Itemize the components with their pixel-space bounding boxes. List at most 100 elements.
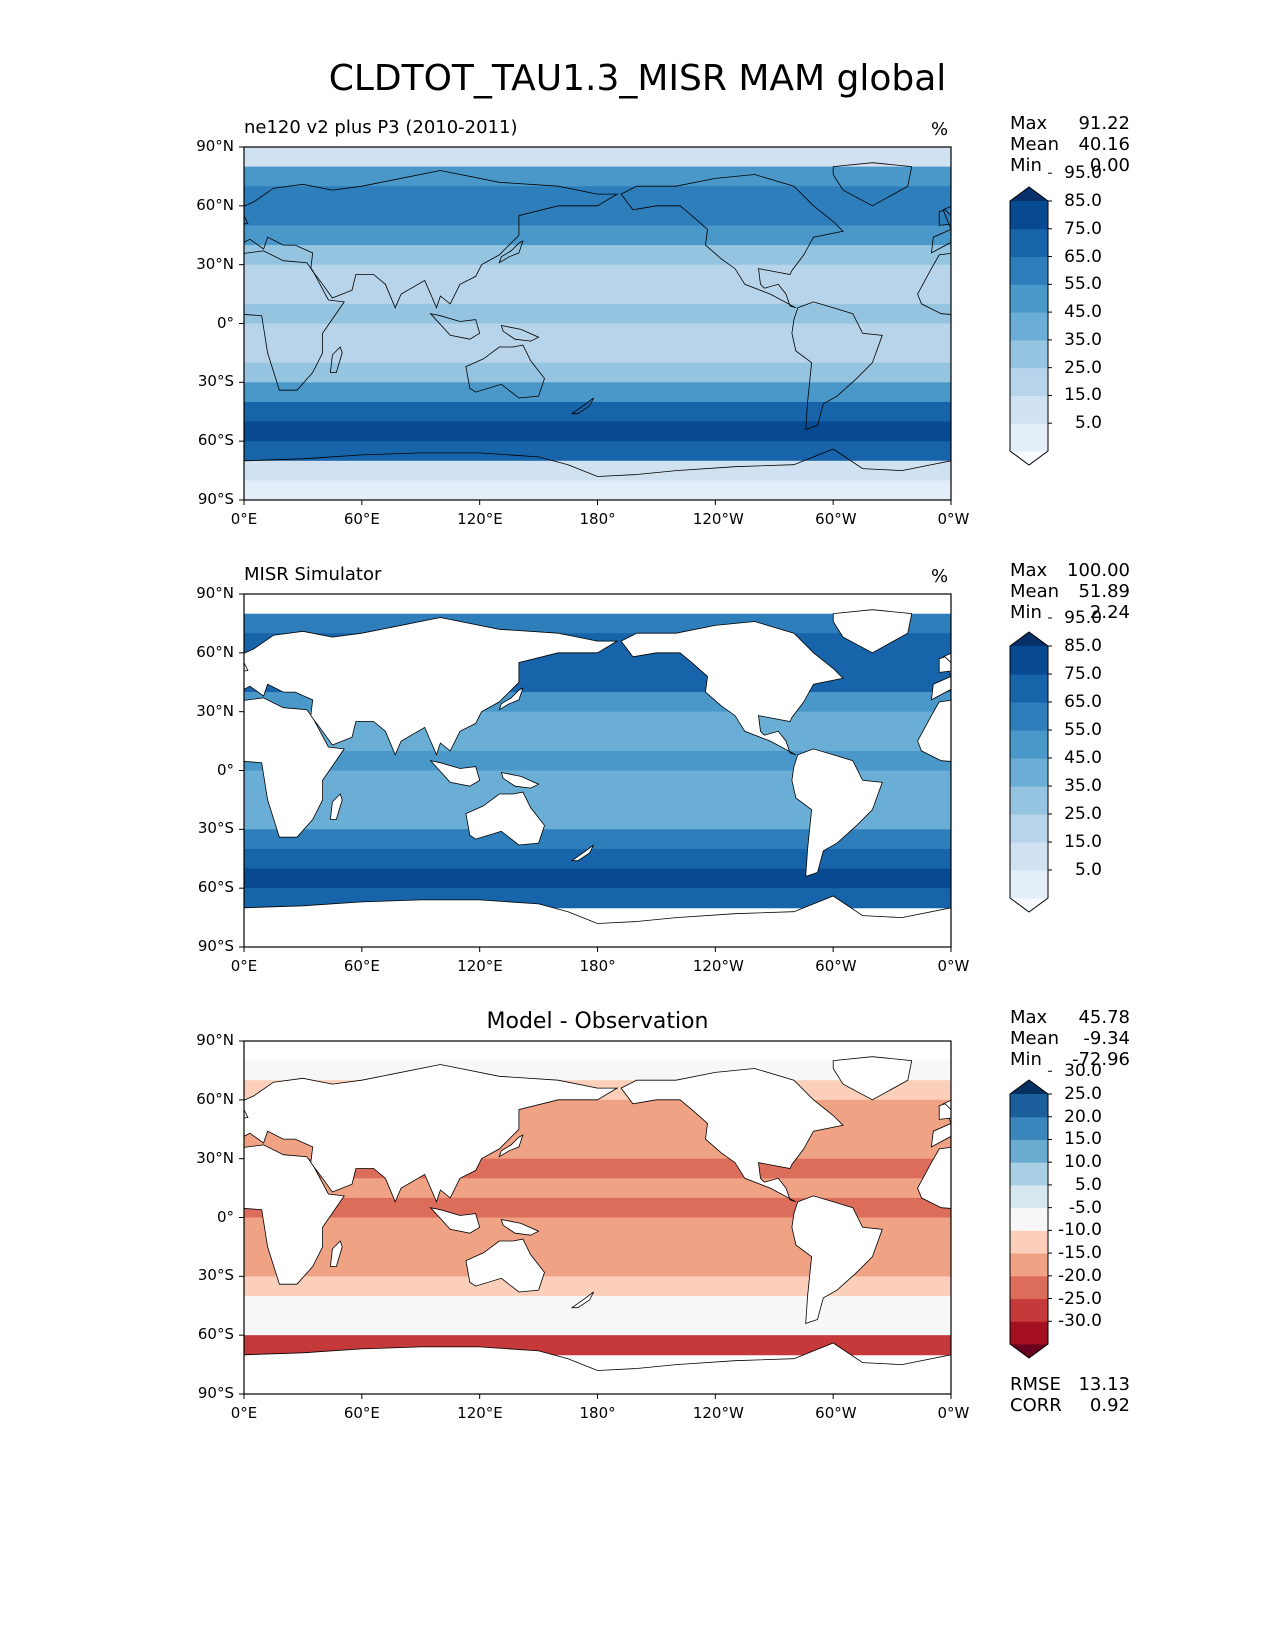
y-tick-label: 90°S bbox=[197, 937, 234, 955]
coastline-madagascar bbox=[329, 1240, 343, 1267]
stat-value: -72.96 bbox=[1071, 1049, 1130, 1070]
zonal-band bbox=[244, 1276, 951, 1297]
x-tick-label: 0°E bbox=[230, 957, 258, 975]
zonal-band bbox=[244, 205, 951, 226]
coastline-new-zealand bbox=[570, 844, 594, 862]
colorbar-outline bbox=[1009, 1079, 1049, 1359]
colorbar-segment bbox=[1010, 339, 1048, 369]
coastline-greenland bbox=[832, 609, 913, 654]
coastline-greenland bbox=[832, 162, 913, 207]
colorbar-segment bbox=[1010, 284, 1048, 313]
zonal-band bbox=[244, 1237, 951, 1258]
zonal-band bbox=[244, 750, 951, 771]
x-tick-label: 120°E bbox=[457, 510, 503, 528]
coastline-africa-wrap bbox=[917, 699, 951, 762]
colorbar-tick-label: 20.0 bbox=[1064, 1106, 1102, 1127]
stat-value: 2.24 bbox=[1089, 602, 1130, 623]
zonal-band bbox=[244, 1256, 951, 1277]
polar-mask bbox=[244, 1041, 951, 1061]
coastline-japan bbox=[498, 1134, 524, 1158]
x-tick-label: 60°W bbox=[815, 957, 857, 975]
colorbar-segment bbox=[1010, 1321, 1048, 1345]
colorbar-segment bbox=[1010, 312, 1048, 341]
x-tick-label: 0°W bbox=[937, 957, 970, 975]
x-tick-label: 60°W bbox=[815, 1404, 857, 1422]
colorbar-segment bbox=[1010, 786, 1048, 815]
colorbar-tick-label: 25.0 bbox=[1064, 804, 1102, 824]
colorbar-segment bbox=[1010, 256, 1048, 285]
zonal-band bbox=[244, 848, 951, 870]
colorbar-tick-label: -25.0 bbox=[1058, 1288, 1102, 1309]
x-tick-label: 0°E bbox=[230, 510, 258, 528]
colorbar-tick-label: 95.0 bbox=[1064, 163, 1102, 184]
map-panel-reference bbox=[239, 593, 1052, 952]
coastline-south-america bbox=[791, 1195, 883, 1324]
zonal-band bbox=[244, 460, 951, 481]
colorbar-tick-label: 15.0 bbox=[1064, 1129, 1102, 1150]
figure-title: CLDTOT_TAU1.3_MISR MAM global bbox=[328, 58, 947, 99]
colorbar-segment bbox=[1010, 1253, 1048, 1277]
colorbar-tick-label: 25.0 bbox=[1064, 1084, 1102, 1104]
coastline-new-zealand bbox=[570, 1291, 594, 1309]
y-tick-label: 0° bbox=[216, 1207, 234, 1226]
coastline-antarctica bbox=[244, 448, 951, 500]
colorbar-segment bbox=[1010, 423, 1048, 452]
coastline-eurasia-wrap bbox=[930, 652, 951, 701]
panel-units: % bbox=[931, 566, 949, 587]
coastline-new-zealand bbox=[570, 397, 594, 415]
coastline-africa bbox=[244, 1144, 345, 1285]
stat-value: 100.00 bbox=[1067, 560, 1130, 581]
coastline-indonesia bbox=[429, 760, 481, 787]
colorbar-segment bbox=[1010, 1116, 1048, 1140]
y-tick-label: 30°S bbox=[197, 819, 234, 838]
y-tick-label: 90°S bbox=[197, 490, 234, 508]
colorbar-segment bbox=[1010, 1162, 1048, 1186]
colorbar-tick-label: 45.0 bbox=[1064, 302, 1102, 323]
coastline-uk bbox=[244, 662, 249, 672]
coastline-antarctica bbox=[244, 895, 951, 947]
coastline-uk-wrap bbox=[938, 656, 951, 673]
y-tick-label: 30°N bbox=[196, 1148, 234, 1167]
zonal-band bbox=[244, 401, 951, 423]
y-tick-label: 90°N bbox=[196, 137, 234, 155]
stat-label: Max bbox=[1010, 560, 1048, 581]
colorbar-segment bbox=[1010, 646, 1048, 675]
y-tick-label: 60°N bbox=[196, 195, 234, 214]
y-tick-label: 30°N bbox=[196, 701, 234, 720]
coastline-africa-wrap bbox=[917, 1146, 951, 1209]
y-tick-label: 60°S bbox=[197, 1325, 234, 1344]
stat-value: 40.16 bbox=[1078, 134, 1130, 155]
colorbar-tick-label: 5.0 bbox=[1074, 1174, 1102, 1195]
colorbar-segment bbox=[1010, 1298, 1048, 1322]
zonal-band bbox=[244, 303, 951, 324]
coastline-madagascar bbox=[329, 346, 343, 373]
colorbar-tick-label: 35.0 bbox=[1064, 329, 1102, 350]
x-tick-label: 60°E bbox=[343, 1404, 380, 1422]
x-tick-label: 120°W bbox=[692, 510, 744, 528]
coastline-uk bbox=[244, 215, 249, 225]
coastline-japan bbox=[498, 240, 524, 264]
coastline-eurasia bbox=[244, 1064, 619, 1203]
stat-label: Max bbox=[1010, 113, 1048, 134]
colorbar-segment bbox=[1010, 201, 1048, 230]
coastline-new-guinea bbox=[500, 1218, 540, 1236]
x-tick-label: 180° bbox=[579, 957, 616, 975]
y-tick-label: 30°S bbox=[197, 1266, 234, 1285]
coastline-indonesia bbox=[429, 1207, 481, 1234]
coastline-eurasia-wrap bbox=[930, 205, 951, 254]
panel-title-left: ne120 v2 plus P3 (2010-2011) bbox=[244, 117, 518, 138]
colorbar-outline bbox=[1009, 186, 1049, 466]
colorbar-segment bbox=[1010, 367, 1048, 396]
colorbar-tick-label: 45.0 bbox=[1064, 748, 1102, 768]
zonal-band bbox=[244, 166, 951, 187]
y-tick-label: 30°N bbox=[196, 254, 234, 273]
zonal-band bbox=[244, 362, 951, 383]
stat-value: 13.13 bbox=[1078, 1374, 1130, 1395]
zonal-band bbox=[244, 790, 951, 811]
coastline-uk-wrap bbox=[938, 209, 951, 226]
colorbar-extend-bottom bbox=[1010, 898, 1048, 912]
coastline-uk-wrap bbox=[938, 1103, 951, 1120]
x-tick-label: 0°W bbox=[937, 510, 970, 528]
zonal-band bbox=[244, 480, 951, 500]
colorbar-segment bbox=[1010, 1139, 1048, 1163]
